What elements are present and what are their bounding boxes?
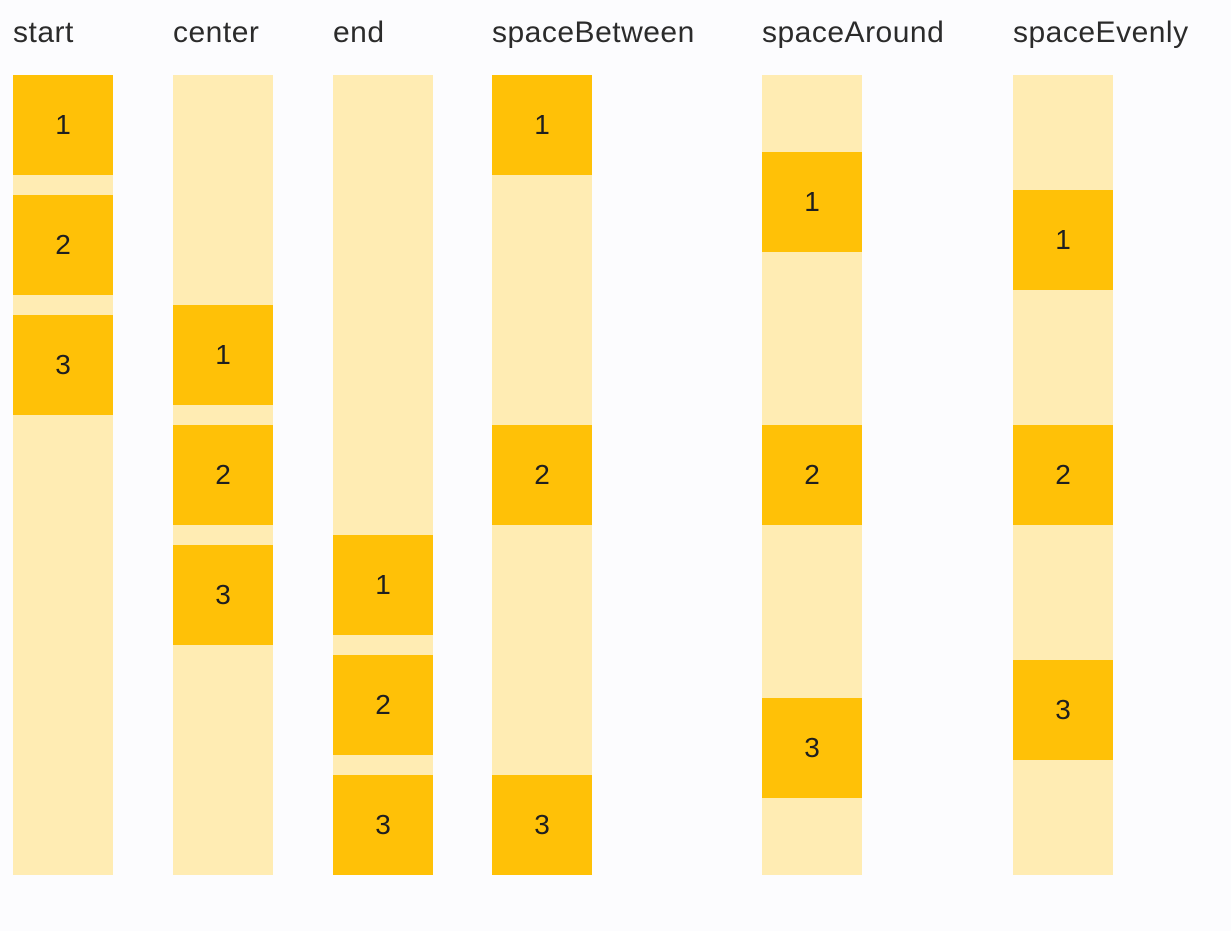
alignment-column-space-between: spaceBetween 1 2 3 [492,13,695,875]
alignment-column-space-evenly: spaceEvenly 1 2 3 [1013,13,1189,875]
column-label-space-between: spaceBetween [492,16,695,49]
flex-item-box: 2 [13,195,113,295]
alignment-column-end: end 1 2 3 [333,13,433,875]
alignment-column-space-around: spaceAround 1 2 3 [762,13,944,875]
flex-item-box: 2 [1013,425,1113,525]
flex-item-box: 3 [333,775,433,875]
flex-track-end: 1 2 3 [333,75,433,875]
flex-item-box: 2 [333,655,433,755]
alignment-column-start: start 1 2 3 [13,13,113,875]
flex-item-box: 1 [1013,190,1113,290]
flex-item-box: 2 [173,425,273,525]
flex-track-space-between: 1 2 3 [492,75,592,875]
flex-item-box: 3 [173,545,273,645]
column-label-center: center [173,16,260,49]
flex-track-center: 1 2 3 [173,75,273,875]
flex-item-box: 2 [762,424,862,525]
column-label-start: start [13,16,74,49]
column-label-end: end [333,16,385,49]
flex-item-box: 1 [762,151,862,252]
flex-item-box: 3 [492,775,592,875]
flex-item-box: 3 [1013,660,1113,760]
flex-item-box: 1 [173,305,273,405]
flex-item-box: 1 [13,75,113,175]
flex-item-box: 1 [492,75,592,175]
alignment-column-center: center 1 2 3 [173,13,273,875]
flex-item-box: 3 [762,698,862,799]
column-label-space-around: spaceAround [762,16,945,49]
flex-item-box: 3 [13,315,113,415]
flex-track-space-evenly: 1 2 3 [1013,75,1113,875]
flex-item-box: 1 [333,535,433,635]
flex-track-space-around: 1 2 3 [762,75,862,875]
column-label-space-evenly: spaceEvenly [1013,16,1189,49]
flex-item-box: 2 [492,425,592,525]
flex-track-start: 1 2 3 [13,75,113,875]
